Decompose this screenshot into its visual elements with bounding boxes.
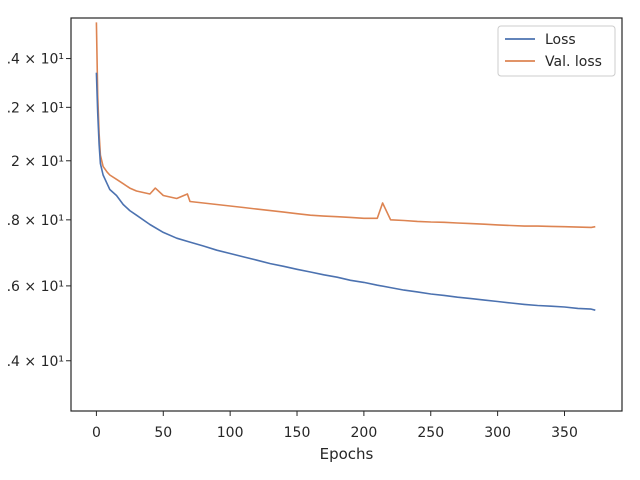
y-tick-label: .4 × 10¹ [7, 354, 64, 370]
x-tick-label: 300 [484, 425, 511, 441]
y-tick-label: .4 × 10¹ [7, 52, 64, 68]
y-tick-label: 2 × 10¹ [11, 154, 64, 170]
x-tick-label: 250 [417, 425, 444, 441]
x-axis-label: Epochs [320, 445, 374, 463]
plot-frame [70, 17, 623, 412]
y-tick-label: .2 × 10¹ [7, 100, 64, 116]
y-tick-label: .8 × 10¹ [7, 213, 64, 229]
series-layer [95, 22, 596, 311]
series-line-val-loss [95, 22, 596, 229]
x-tick-label: 350 [551, 425, 578, 441]
x-tick-label: 0 [92, 425, 101, 441]
y-axis-ticks: .4 × 10¹ .6 × 10¹ .8 × 10¹ 2 × 10¹ .2 × 10¹.… [7, 52, 71, 370]
x-tick-label: 200 [351, 425, 378, 441]
y-tick-label: .6 × 10¹ [7, 279, 64, 295]
legend-label: Loss [545, 32, 576, 48]
x-axis-ticks: 0 50 100 150 200 250 300 350 [92, 411, 578, 441]
series-line-loss [95, 72, 596, 311]
legend-label: Val. loss [545, 54, 602, 70]
legend: Loss Val. loss [497, 25, 616, 77]
x-tick-label: 50 [154, 425, 172, 441]
x-tick-label: 150 [284, 425, 311, 441]
x-tick-label: 100 [217, 425, 244, 441]
